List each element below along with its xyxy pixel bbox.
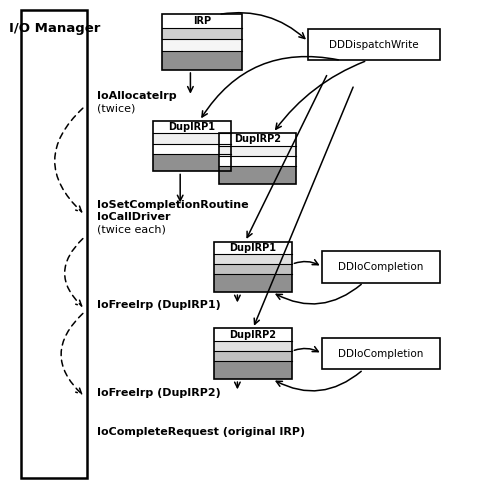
Bar	[219, 145, 296, 156]
Text: IoAllocateIrp: IoAllocateIrp	[97, 91, 176, 101]
Text: DDDispatchWrite: DDDispatchWrite	[329, 40, 419, 50]
Bar	[162, 40, 242, 51]
Text: IoCallDriver: IoCallDriver	[97, 212, 170, 222]
Bar	[322, 251, 440, 283]
Bar	[214, 264, 292, 274]
Bar	[214, 341, 292, 351]
Bar	[153, 121, 230, 171]
Text: DupIRP2: DupIRP2	[234, 134, 281, 144]
Bar	[162, 28, 242, 40]
Bar	[214, 242, 292, 292]
Bar	[219, 133, 296, 145]
Text: I/O Manager: I/O Manager	[9, 22, 100, 35]
Text: DDIoCompletion: DDIoCompletion	[338, 262, 424, 272]
Text: IoFreeIrp (DupIRP2): IoFreeIrp (DupIRP2)	[97, 388, 220, 398]
Bar	[153, 133, 230, 143]
Bar	[214, 328, 292, 341]
Bar	[153, 154, 230, 171]
Bar	[162, 14, 242, 70]
Bar	[214, 242, 292, 292]
Bar	[153, 121, 230, 133]
Text: DupIRP1: DupIRP1	[229, 243, 276, 253]
Bar	[219, 133, 296, 184]
Bar	[308, 29, 440, 60]
Text: IoSetCompletionRoutine: IoSetCompletionRoutine	[97, 200, 248, 210]
Bar	[162, 14, 242, 70]
Text: DDIoCompletion: DDIoCompletion	[338, 349, 424, 359]
Bar	[219, 156, 296, 166]
Bar	[214, 254, 292, 264]
Bar	[153, 143, 230, 154]
Bar	[214, 328, 292, 379]
Bar	[22, 10, 87, 478]
Text: IoFreeIrp (DupIRP1): IoFreeIrp (DupIRP1)	[97, 300, 220, 310]
Text: (twice): (twice)	[97, 103, 135, 114]
Text: DupIRP2: DupIRP2	[229, 330, 276, 340]
Text: IRP: IRP	[193, 16, 212, 27]
Bar	[162, 51, 242, 70]
Bar	[214, 361, 292, 379]
Text: (twice each): (twice each)	[97, 224, 165, 234]
Bar	[219, 166, 296, 184]
Bar	[153, 121, 230, 171]
Text: IoCompleteRequest (original IRP): IoCompleteRequest (original IRP)	[97, 427, 305, 437]
Text: DupIRP1: DupIRP1	[168, 122, 215, 132]
Bar	[322, 338, 440, 369]
Bar	[214, 328, 292, 379]
Bar	[162, 14, 242, 28]
Bar	[214, 274, 292, 292]
Bar	[214, 351, 292, 361]
Bar	[214, 242, 292, 254]
Bar	[219, 133, 296, 184]
